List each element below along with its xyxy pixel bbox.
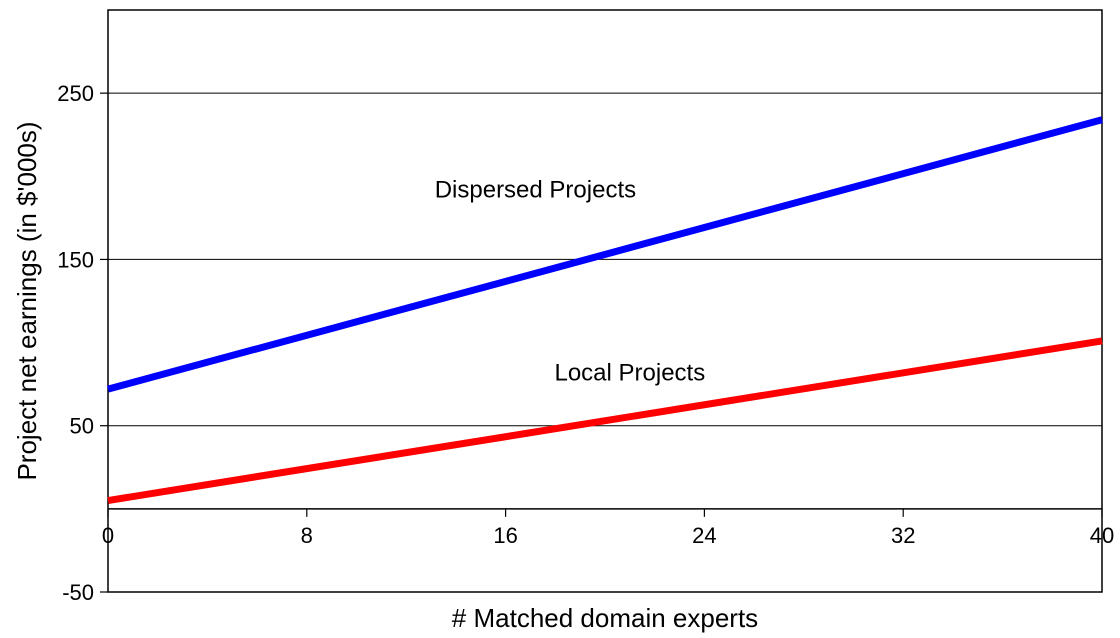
series-lines [107, 116, 1103, 504]
y-tick-label-150: 150 [57, 247, 94, 272]
y-tick-label-50: 50 [70, 414, 94, 439]
y-tick-label--50: -50 [62, 580, 94, 605]
plot-area [107, 9, 1103, 593]
x-tick-label-0: 0 [102, 523, 114, 548]
labels: 0 8 16 24 32 40 -50 50 150 250 Dispersed Projects L… [57, 81, 1114, 605]
y-axis-title: Project net earnings (in $'000s) [12, 121, 42, 480]
x-tick-label-8: 8 [301, 523, 313, 548]
x-tick-label-40: 40 [1090, 523, 1114, 548]
axes [100, 92, 1103, 593]
gridlines [108, 92, 1102, 427]
series-line-dispersed-projects [107, 116, 1103, 393]
series-label-local-projects: Local Projects [554, 360, 705, 387]
series-label-dispersed-projects: Dispersed Projects [435, 177, 636, 204]
x-tick-label-24: 24 [692, 523, 716, 548]
x-tick-label-16: 16 [493, 523, 517, 548]
series-line-local-projects [107, 337, 1103, 504]
x-tick-label-32: 32 [891, 523, 915, 548]
y-tick-label-250: 250 [57, 81, 94, 106]
x-axis-title: # Matched domain experts [452, 603, 758, 633]
